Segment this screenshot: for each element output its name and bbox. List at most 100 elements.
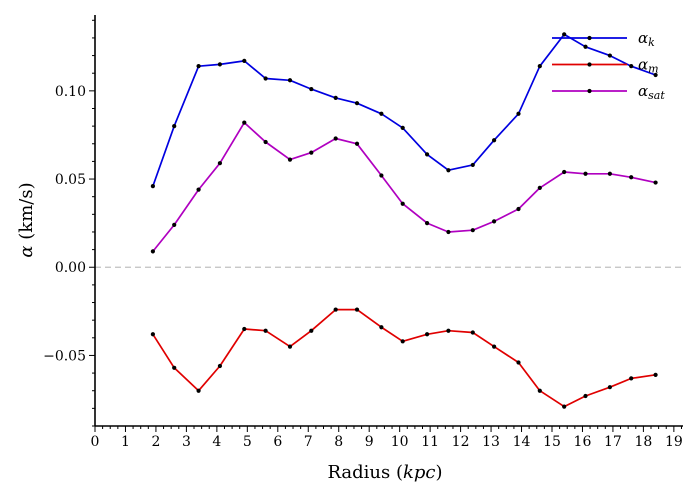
data-point [400,339,405,344]
x-tick-label: 5 [243,434,252,450]
x-tick-label: 15 [543,434,561,450]
legend-marker [587,62,592,67]
x-axis-label: Radius (kpc) [327,462,442,483]
series-m [150,307,658,409]
data-point [217,363,223,369]
data-point [354,141,360,146]
y-tick-label: 0.05 [55,172,86,188]
data-point [150,249,155,254]
data-point [309,328,314,333]
data-point [242,120,247,125]
data-point [424,221,430,226]
data-point [470,162,475,168]
data-point [172,222,177,228]
data-point [492,138,497,143]
data-point [309,86,314,92]
legend-entry-m: αm [552,56,659,76]
data-point [446,229,451,235]
legend-label-main: α [638,56,648,74]
data-point [196,64,201,69]
data-point [196,388,201,393]
y-axis-label-unit: (km/s) [16,182,37,245]
x-axis-label-main: Radius ( [327,462,403,483]
legend-marker [587,88,592,94]
x-tick-label: 3 [182,434,191,450]
legend-label-sub: m [648,63,658,76]
y-tick-label: 0.10 [55,84,86,100]
data-point [492,219,497,224]
y-tick-label: −0.05 [43,348,86,364]
data-point [653,72,658,78]
x-tick-label: 12 [452,434,470,450]
data-point [653,372,658,377]
data-point [470,228,475,233]
data-point [537,185,542,190]
data-point [446,328,451,333]
data-point [379,173,384,178]
legend-marker [587,35,592,41]
data-point [516,206,521,212]
legend-label-main: α [638,82,648,100]
series-layer [150,32,658,409]
legend-label: αm [638,56,659,76]
x-tick-label: 2 [151,434,160,450]
data-point [562,32,567,37]
axes: 0 1 2 3 4 5 6 7 8 9 10 11 12 13 14 15 16 17 18 19−0.050.000… [43,15,683,450]
data-point [333,95,338,101]
series-sat [150,120,658,254]
data-point [607,385,612,390]
data-point [583,44,588,49]
data-point [287,344,293,349]
x-tick-label: 1 [121,434,130,450]
legend-entry-k: αk [552,29,655,49]
data-point [263,328,268,333]
x-tick-label: 14 [513,434,531,450]
x-tick-label: 9 [365,434,374,450]
x-axis-label-close: ) [436,462,443,483]
data-point [653,180,658,185]
data-point [263,76,268,81]
data-point [150,184,155,189]
data-point [400,201,405,206]
data-point [537,388,542,393]
data-point [629,376,634,381]
data-point [516,111,521,116]
data-point [242,58,247,63]
data-point [309,150,314,155]
series-k [150,32,658,189]
data-point [629,64,634,69]
data-point [446,168,451,173]
data-point [217,62,223,67]
data-point [629,175,634,180]
data-point [217,161,223,166]
data-point [354,307,360,312]
data-point [516,360,521,365]
series-line-k [152,33,656,187]
x-tick-label: 10 [391,434,409,450]
data-point [562,169,567,175]
legend-entry-sat: αsat [552,82,665,102]
legend-label-sub: k [648,36,655,49]
data-point [424,152,430,157]
legend-label-main: α [638,29,648,47]
data-point [263,139,268,145]
series-line-sat [152,121,656,252]
data-point [583,171,588,176]
data-point [424,332,430,337]
data-point [172,365,177,370]
x-tick-label: 8 [334,434,343,450]
x-tick-label: 19 [665,434,683,450]
y-axis-label: α (km/s) [16,182,37,257]
data-point [537,64,542,69]
data-point [333,307,338,312]
x-tick-label: 4 [212,434,221,450]
x-tick-label: 17 [604,434,622,450]
data-point [150,332,155,337]
x-tick-label: 13 [482,434,500,450]
data-point [583,393,588,399]
x-tick-label: 18 [634,434,652,450]
x-tick-label: 16 [574,434,592,450]
data-point [242,326,247,332]
